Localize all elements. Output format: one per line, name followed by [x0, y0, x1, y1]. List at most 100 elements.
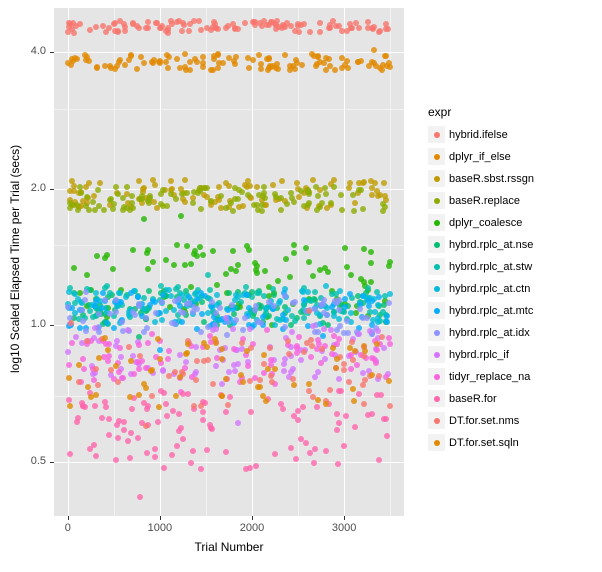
legend-dot-icon	[434, 440, 440, 446]
data-point	[248, 409, 254, 415]
y-tick-label: 0.5	[0, 455, 46, 467]
data-point	[262, 268, 268, 274]
data-point	[163, 401, 169, 407]
data-point	[360, 382, 366, 388]
data-point	[254, 270, 260, 276]
data-point	[368, 260, 374, 266]
data-point	[233, 268, 239, 274]
data-point	[305, 289, 311, 295]
data-point	[240, 379, 246, 385]
x-tick-label: 3000	[319, 522, 369, 534]
data-point	[374, 347, 380, 353]
data-point	[315, 193, 321, 199]
data-point	[170, 408, 176, 414]
data-point	[323, 448, 329, 454]
data-point	[112, 20, 118, 26]
data-point	[231, 362, 237, 368]
data-point	[284, 201, 290, 207]
data-point	[127, 455, 133, 461]
data-point	[291, 250, 297, 256]
data-point	[235, 196, 241, 202]
data-point	[308, 354, 314, 360]
scatter-points	[54, 8, 404, 516]
data-point	[295, 417, 301, 423]
legend-dot-icon	[434, 286, 440, 292]
data-point	[210, 248, 216, 254]
data-point	[92, 403, 98, 409]
data-point	[106, 416, 112, 422]
data-point	[342, 245, 348, 251]
data-point	[258, 66, 264, 72]
x-tick-label: 2000	[227, 522, 277, 534]
data-point	[331, 184, 337, 190]
data-point	[305, 189, 311, 195]
data-point	[260, 314, 266, 320]
data-point	[95, 382, 101, 388]
data-point	[124, 184, 130, 190]
data-point	[93, 453, 99, 459]
data-point	[216, 184, 222, 190]
data-point	[204, 185, 210, 191]
data-point	[219, 381, 225, 387]
data-point	[211, 19, 217, 25]
data-point	[76, 379, 82, 385]
legend-dot-icon	[434, 220, 440, 226]
data-point	[83, 328, 89, 334]
data-point	[223, 25, 229, 31]
legend-key	[428, 236, 445, 253]
legend-key	[428, 346, 445, 363]
legend-label: hybrd.rplc_at.idx	[449, 327, 530, 339]
data-point	[77, 184, 83, 190]
legend-label: hybrd.rplc_at.nse	[449, 239, 533, 251]
data-point	[141, 295, 147, 301]
data-point	[141, 185, 147, 191]
data-point	[387, 64, 393, 70]
data-point	[226, 290, 232, 296]
legend-key	[428, 368, 445, 385]
data-point	[182, 199, 188, 205]
data-point	[200, 64, 206, 70]
data-point	[143, 423, 149, 429]
data-point	[83, 184, 89, 190]
data-point	[152, 182, 158, 188]
data-point	[155, 419, 161, 425]
legend-label: hybrd.rplc_at.stw	[449, 261, 532, 273]
legend-item: DT.for.set.sqln	[428, 433, 519, 452]
data-point	[235, 420, 241, 426]
data-point	[227, 394, 233, 400]
data-point	[130, 247, 136, 253]
data-point	[171, 262, 177, 268]
data-point	[261, 190, 267, 196]
data-point	[174, 56, 180, 62]
y-tick-label: 2.0	[0, 182, 46, 194]
legend-key	[428, 412, 445, 429]
legend-label: hybrd.rplc_if	[449, 349, 509, 361]
data-point	[365, 285, 371, 291]
legend-key	[428, 126, 445, 143]
data-point	[207, 287, 213, 293]
data-point	[369, 185, 375, 191]
data-point	[141, 216, 147, 222]
data-point	[295, 21, 301, 27]
data-point	[136, 392, 142, 398]
data-point	[296, 194, 302, 200]
data-point	[137, 494, 143, 500]
data-point	[150, 259, 156, 265]
data-point	[225, 402, 231, 408]
data-point	[369, 372, 375, 378]
legend-key	[428, 280, 445, 297]
data-point	[333, 365, 339, 371]
data-point	[360, 206, 366, 212]
data-point	[200, 409, 206, 415]
data-point	[346, 185, 352, 191]
data-point	[216, 60, 222, 66]
data-point	[298, 357, 304, 363]
data-point	[80, 356, 86, 362]
data-point	[324, 205, 330, 211]
data-point	[81, 366, 87, 372]
legend-item: baseR.for	[428, 389, 497, 408]
legend-item: hybrd.rplc_at.idx	[428, 323, 530, 342]
legend-item: tidyr_replace_na	[428, 367, 530, 386]
legend-item: baseR.sbst.rssgn	[428, 169, 534, 188]
data-point	[173, 196, 179, 202]
